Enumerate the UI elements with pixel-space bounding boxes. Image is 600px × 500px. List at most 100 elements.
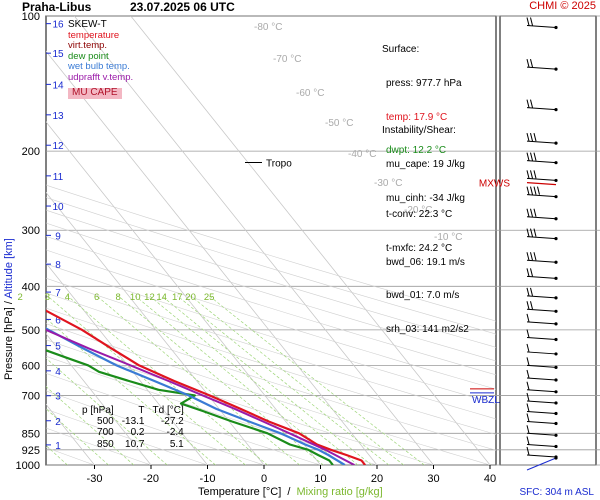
mixing-ratio-label: 3 (45, 292, 50, 303)
wind-barb-dot (554, 433, 558, 437)
wind-barb-feather (526, 17, 530, 26)
wind-barb-feather (533, 228, 537, 237)
wind-barb-feather (530, 152, 533, 161)
wind-barb-dot (554, 237, 558, 241)
wind-barb-feather (530, 99, 533, 108)
wind-barb-feather (526, 152, 530, 161)
row-dewpoint: -2.4 (166, 427, 184, 439)
wind-barb-feather (526, 268, 530, 277)
wind-barb-shaft (526, 275, 557, 279)
wind-barb-feather (533, 186, 537, 195)
wind-barb-shaft (526, 216, 557, 220)
mixing-ratio-line (96, 295, 300, 465)
wind-barb-shaft (526, 295, 557, 299)
table-row: 500 -13.1 -27.2 (78, 416, 188, 427)
wind-barb-dot (554, 178, 558, 183)
altitude-tick-label: 3 (55, 392, 61, 403)
wind-barb-dot (554, 217, 558, 221)
dry-adiabat-line (46, 323, 491, 465)
row-dewpoint: 5.1 (169, 438, 184, 450)
surface-panel: Surface: press: 977.7 hPa temp: 17.9 °C … (382, 22, 462, 276)
wind-barb-feather (533, 252, 537, 261)
mixing-ratio-label: 14 (156, 292, 167, 303)
altitude-tick-label: 16 (52, 20, 64, 31)
isotherm-label: -70 °C (273, 54, 301, 65)
mixing-ratio-label: 6 (94, 292, 99, 303)
mixing-ratio-line (47, 295, 246, 465)
mixing-ratio-label: 2 (18, 292, 23, 303)
altitude-tick-label: 5 (55, 342, 61, 353)
isotherm-line (73, 16, 434, 465)
wind-barb-shaft (526, 160, 557, 164)
row-temp: 0.2 (130, 427, 145, 439)
altitude-tick-label: 9 (55, 231, 61, 242)
bwd-06-value: bwd_06: 19.1 m/s (386, 256, 465, 268)
wind-barb-dot (554, 322, 558, 326)
surface-tmxfc: t-mxfc: 24.2 °C (386, 242, 453, 254)
wind-barb-feather (526, 313, 530, 322)
isotherm-label: -20 °C (404, 205, 432, 216)
y-axis-title-press: Pressure [hPa] (3, 307, 15, 380)
mu-cape-badge: MU CAPE (68, 87, 122, 99)
pressure-tick-label: 100 (22, 11, 40, 23)
altitude-tick-label: 14 (52, 80, 64, 91)
wind-barb-feather (533, 170, 537, 179)
surface-press: press: 977.7 hPa (386, 78, 462, 90)
mixing-ratio-line (46, 357, 168, 465)
mixing-ratio-label: 10 (130, 292, 141, 303)
wind-barb-feather (526, 392, 530, 402)
wind-barb-feather (526, 252, 530, 261)
wind-barb-feather (526, 228, 530, 237)
wind-barb-feather (526, 357, 530, 366)
mu-cinh-value: mu_cinh: -34 J/kg (386, 192, 465, 204)
instability-title: Instability/Shear: (382, 125, 456, 137)
wind-barb-shaft (526, 66, 557, 70)
wind-barb-feather (526, 99, 530, 108)
isotherm-line (46, 121, 321, 465)
wind-barb-shaft (526, 321, 557, 325)
wind-barb-shaft (526, 336, 557, 340)
isotherm-line (130, 16, 491, 465)
series-line-udprafft-v-temp (46, 328, 355, 465)
altitude-tick-label: 1 (55, 441, 61, 452)
wind-barb-dot (554, 161, 558, 165)
wind-barb-dot (554, 337, 558, 342)
wind-barb-dot (554, 25, 558, 30)
wind-barb-dot (554, 401, 558, 405)
wind-barb-feather (526, 59, 530, 68)
wind-barb-feather (526, 287, 530, 296)
x-tick-label: 10 (314, 473, 326, 485)
wind-barb-dot (554, 195, 558, 199)
x-tick-label: -20 (143, 473, 159, 485)
level-table-header: p [hPa] T Td [°C] (78, 405, 188, 416)
legend-item-temperature: temperature (68, 29, 120, 41)
mixing-ratio-label: 25 (204, 292, 215, 303)
legend-item-dew-point: dew point (68, 50, 109, 62)
wind-barb-shaft (526, 194, 557, 198)
wind-panel-frame (499, 15, 597, 466)
legend-item-updraft: udprafft v.temp. (68, 71, 134, 83)
wind-barb-dot (554, 390, 558, 394)
isotherm-label: -50 °C (325, 118, 353, 129)
wind-barb-feather (526, 186, 530, 195)
wind-barb-shaft (526, 259, 557, 263)
wind-barb-shaft (526, 140, 557, 144)
dry-adiabat-line (46, 339, 434, 465)
wind-barb-feather (526, 329, 530, 338)
mixing-ratio-label: 20 (185, 292, 196, 303)
legend-title: SKEW-T (68, 19, 107, 30)
mixing-ratio-line (46, 386, 135, 465)
isotherm-label: -30 °C (374, 178, 402, 189)
mu-cape-value: mu_cape: 19 J/kg (386, 159, 465, 171)
mixing-ratio-line (149, 295, 359, 465)
wind-barb-dot (554, 260, 558, 264)
mixing-ratio-label: 12 (144, 292, 155, 303)
wind-barb-feather (526, 381, 530, 390)
wind-barb-shaft (526, 420, 557, 424)
wind-barb-shaft (526, 400, 557, 404)
isotherm-label: -10 °C (434, 232, 462, 243)
mixing-ratio-line (117, 295, 324, 465)
mxws-barb (526, 182, 557, 186)
wind-barb-feather (526, 403, 530, 412)
